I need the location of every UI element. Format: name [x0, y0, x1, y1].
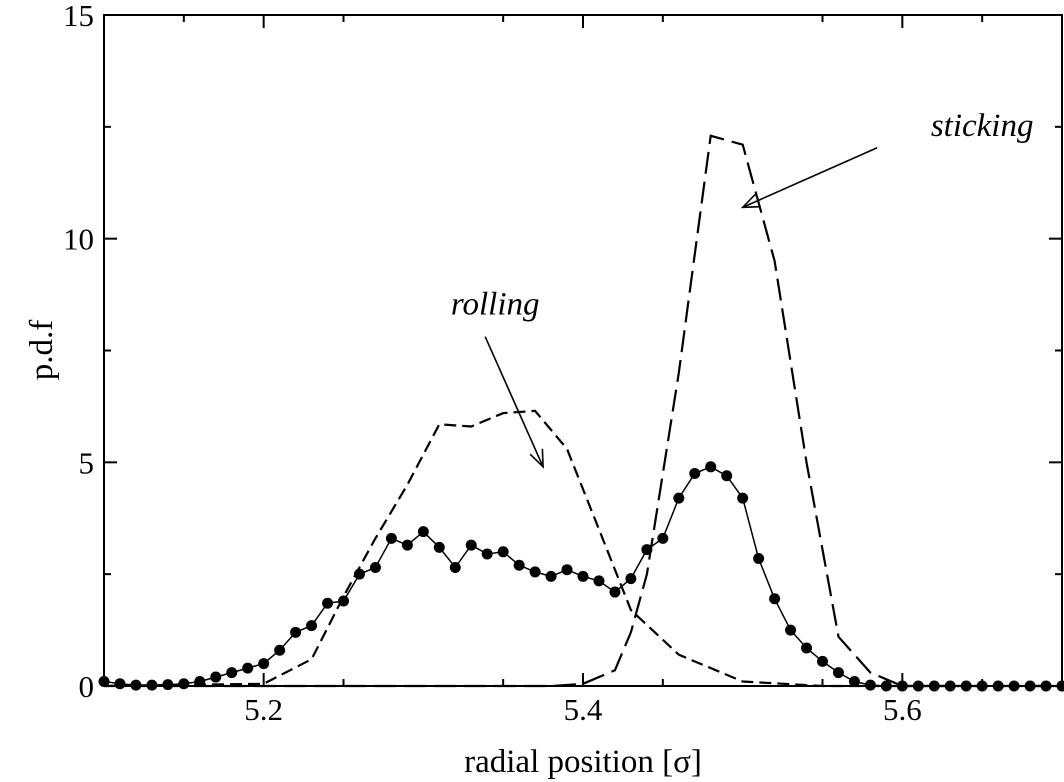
series-1-point: [290, 626, 302, 638]
series-1-point: [896, 680, 908, 692]
series-1-point: [226, 667, 238, 679]
series-1-point: [497, 546, 509, 558]
series-1-point: [98, 676, 110, 688]
series-1-point: [832, 667, 844, 679]
series-1-point: [721, 470, 733, 482]
series-1-point: [848, 676, 860, 688]
series-1-point: [928, 680, 940, 692]
series-1-point: [689, 468, 701, 480]
series-1-point: [769, 593, 781, 605]
series-1-point: [545, 570, 557, 582]
annotation-arrowhead: [740, 193, 761, 209]
series-1-point: [657, 532, 669, 544]
series-1-point: [465, 539, 477, 551]
series-1-point: [417, 526, 429, 538]
series-1-point: [369, 561, 381, 573]
series-1-point: [673, 492, 685, 504]
series-1-point: [609, 586, 621, 598]
x-tick-label: 5.4: [564, 692, 603, 727]
series-1-point: [705, 461, 717, 473]
y-tick-label: 5: [79, 445, 95, 480]
series-1-point: [625, 573, 637, 585]
series-1-point: [258, 658, 270, 670]
series-1-point: [242, 662, 254, 674]
series-1-point: [210, 671, 222, 683]
series-1-point: [385, 532, 397, 544]
series-1-point: [801, 642, 813, 654]
series-1-point: [561, 564, 573, 576]
annotation-label: sticking: [931, 108, 1034, 144]
annotation-arrowhead: [529, 448, 544, 469]
x-tick-label: 5.6: [883, 692, 922, 727]
series-1-point: [529, 566, 541, 578]
x-axis-label: radial position [σ]: [464, 744, 702, 780]
annotation-label: rolling: [451, 287, 540, 323]
series-1-point: [401, 539, 413, 551]
series-1-point: [114, 678, 126, 690]
x-tick-label: 5.2: [244, 692, 283, 727]
series-1-point: [306, 620, 318, 632]
series-1-point: [577, 570, 589, 582]
y-axis-label: p.d.f: [24, 320, 60, 381]
y-tick-label: 10: [63, 222, 94, 257]
series-1-point: [737, 492, 749, 504]
series-1-point: [449, 561, 461, 573]
series-1-point: [322, 597, 334, 609]
series-2-line: [103, 409, 1062, 688]
annotation-layer: rolling sticking: [451, 108, 1034, 469]
series-1-point: [817, 655, 828, 667]
series-1-point: [481, 548, 493, 560]
annotation-arrow: [484, 336, 544, 468]
series-layer: [98, 134, 1064, 692]
plot-frame: [103, 14, 1063, 687]
annotation-arrow: [742, 147, 878, 209]
series-1-point: [274, 644, 286, 656]
y-tick-label: 0: [79, 669, 95, 704]
series-1-point: [433, 541, 445, 553]
series-1-point: [753, 553, 765, 565]
series-1-point: [513, 559, 525, 571]
y-tick-label: 15: [63, 0, 94, 33]
series-3-line: [104, 134, 1062, 688]
axis-ticks: 5.2 5.4 5.6 0 5 10 15: [63, 0, 1062, 727]
series-1-point: [785, 624, 797, 636]
series-1-point: [593, 575, 605, 587]
